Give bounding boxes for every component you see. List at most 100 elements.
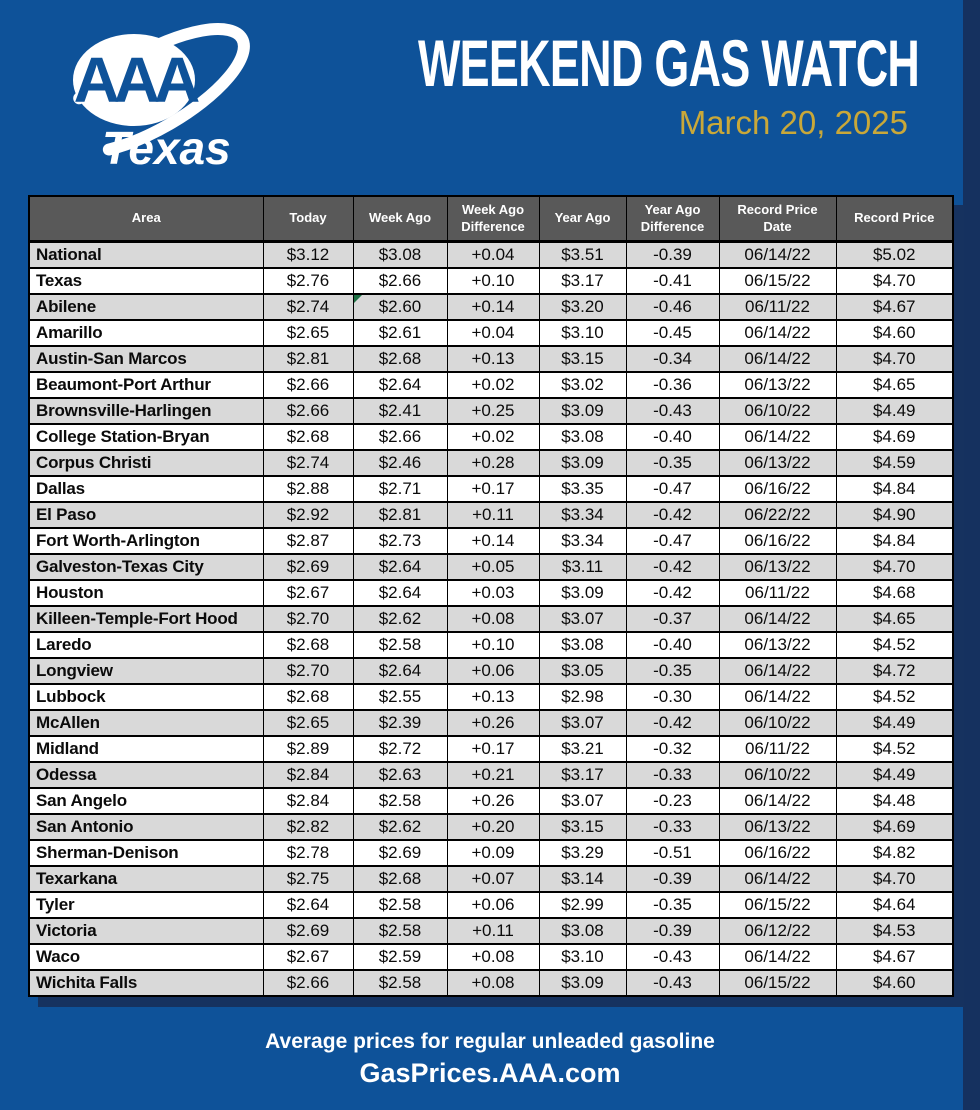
cell-comment-marker-icon [354, 296, 362, 303]
value-cell: $2.75 [262, 865, 354, 893]
value-cell: $2.68 [352, 345, 448, 373]
table-row: Tyler $2.64 $2.58 +0.06 $2.99 -0.35 06/15/22 $4… [28, 891, 954, 919]
value-cell: $3.07 [538, 605, 627, 633]
value-cell: +0.20 [446, 813, 540, 841]
column-header-record-price: Record Price [835, 195, 954, 243]
value-cell: $2.70 [262, 657, 354, 685]
value-cell: -0.34 [625, 345, 720, 373]
value-cell: $2.66 [262, 969, 354, 997]
value-cell: $2.55 [352, 683, 448, 711]
value-cell: $2.64 [352, 553, 448, 581]
area-cell: Amarillo [28, 319, 264, 347]
value-cell: $2.66 [262, 397, 354, 425]
value-cell: $3.17 [538, 761, 627, 789]
column-header-record-price-date: Record Price Date [718, 195, 837, 243]
table-row: Amarillo $2.65 $2.61 +0.04 $3.10 -0.45 06/14/2… [28, 319, 954, 347]
value-cell: +0.04 [446, 319, 540, 347]
header-block: WEEKEND GAS WATCH March 20, 2025 [300, 30, 960, 139]
area-cell: Longview [28, 657, 264, 685]
table-row: Wichita Falls $2.66 $2.58 +0.08 $3.09 -0.43 06… [28, 969, 954, 997]
value-cell: $4.70 [835, 865, 954, 893]
value-cell: +0.28 [446, 449, 540, 477]
value-cell: $2.84 [262, 761, 354, 789]
value-cell: +0.11 [446, 501, 540, 529]
value-cell: 06/14/22 [718, 240, 837, 269]
value-cell: 06/16/22 [718, 839, 837, 867]
value-cell: $2.58 [352, 787, 448, 815]
value-cell: 06/14/22 [718, 943, 837, 971]
table-row: Waco $2.67 $2.59 +0.08 $3.10 -0.43 06/14/22 $4.… [28, 943, 954, 971]
table-row: Victoria $2.69 $2.58 +0.11 $3.08 -0.39 06/12/2… [28, 917, 954, 945]
value-cell: $4.59 [835, 449, 954, 477]
area-cell: Lubbock [28, 683, 264, 711]
value-cell: $3.12 [262, 240, 354, 269]
value-cell: +0.10 [446, 267, 540, 295]
footer-url: GasPrices.AAA.com [359, 1058, 621, 1088]
value-cell: +0.10 [446, 631, 540, 659]
footer-note: Average prices for regular unleaded gaso… [265, 1030, 715, 1053]
value-cell: $2.41 [352, 397, 448, 425]
table-row: National $3.12 $3.08 +0.04 $3.51 -0.39 06/14/2… [28, 240, 954, 269]
column-header-area: Area [28, 195, 264, 243]
value-cell: $2.65 [262, 319, 354, 347]
value-cell: 06/14/22 [718, 865, 837, 893]
area-cell: Wichita Falls [28, 969, 264, 997]
table-row: Galveston-Texas City $2.69 $2.64 +0.05 $3.11… [28, 553, 954, 581]
value-cell: +0.05 [446, 553, 540, 581]
value-cell: +0.13 [446, 683, 540, 711]
value-cell: -0.42 [625, 553, 720, 581]
value-cell: $2.72 [352, 735, 448, 763]
value-cell: +0.26 [446, 709, 540, 737]
value-cell: $3.15 [538, 813, 627, 841]
value-cell: $3.02 [538, 371, 627, 399]
table-row: El Paso $2.92 $2.81 +0.11 $3.34 -0.42 06/22/22… [28, 501, 954, 529]
value-cell: 06/10/22 [718, 397, 837, 425]
value-cell: $2.62 [352, 605, 448, 633]
area-cell: Texas [28, 267, 264, 295]
area-cell: Corpus Christi [28, 449, 264, 477]
value-cell: $2.68 [262, 423, 354, 451]
value-cell: 06/10/22 [718, 761, 837, 789]
value-cell: -0.35 [625, 891, 720, 919]
column-header-year-ago-difference: Year Ago Difference [625, 195, 720, 243]
value-cell: $2.82 [262, 813, 354, 841]
value-cell: +0.14 [446, 527, 540, 555]
value-cell: $2.89 [262, 735, 354, 763]
value-cell: $2.64 [352, 657, 448, 685]
value-cell: 06/14/22 [718, 345, 837, 373]
value-cell: $2.74 [262, 293, 354, 321]
value-cell: 06/10/22 [718, 709, 837, 737]
value-cell: -0.30 [625, 683, 720, 711]
value-cell: $3.10 [538, 319, 627, 347]
value-cell: $2.66 [352, 267, 448, 295]
value-cell: $4.48 [835, 787, 954, 815]
table-row: San Angelo $2.84 $2.58 +0.26 $3.07 -0.23 06/14… [28, 787, 954, 815]
value-cell: +0.02 [446, 371, 540, 399]
table-row: Laredo $2.68 $2.58 +0.10 $3.08 -0.40 06/13/22 $… [28, 631, 954, 659]
table-row: McAllen $2.65 $2.39 +0.26 $3.07 -0.42 06/10/22… [28, 709, 954, 737]
value-cell: $4.70 [835, 345, 954, 373]
value-cell: $2.81 [352, 501, 448, 529]
table-row: Lubbock $2.68 $2.55 +0.13 $2.98 -0.30 06/14/22… [28, 683, 954, 711]
column-header-week-ago-difference: Week Ago Difference [446, 195, 540, 243]
area-cell: Abilene [28, 293, 264, 321]
value-cell: $2.71 [352, 475, 448, 503]
logo-texas-label: Texas [102, 122, 231, 174]
table-row: Beaumont-Port Arthur $2.66 $2.64 +0.02 $3.02… [28, 371, 954, 399]
value-cell: $2.64 [352, 579, 448, 607]
value-cell: 06/16/22 [718, 527, 837, 555]
table-row: Austin-San Marcos $2.81 $2.68 +0.13 $3.15 -0.… [28, 345, 954, 373]
value-cell: $4.84 [835, 475, 954, 503]
value-cell: $2.76 [262, 267, 354, 295]
value-cell: +0.03 [446, 579, 540, 607]
value-cell: 06/11/22 [718, 735, 837, 763]
value-cell: $4.67 [835, 943, 954, 971]
value-cell: $4.90 [835, 501, 954, 529]
value-cell: $4.49 [835, 709, 954, 737]
area-cell: McAllen [28, 709, 264, 737]
value-cell: -0.40 [625, 631, 720, 659]
table-row: College Station-Bryan $2.68 $2.66 +0.02 $3.0… [28, 423, 954, 451]
value-cell: +0.06 [446, 657, 540, 685]
value-cell: -0.39 [625, 240, 720, 269]
value-cell: -0.42 [625, 579, 720, 607]
